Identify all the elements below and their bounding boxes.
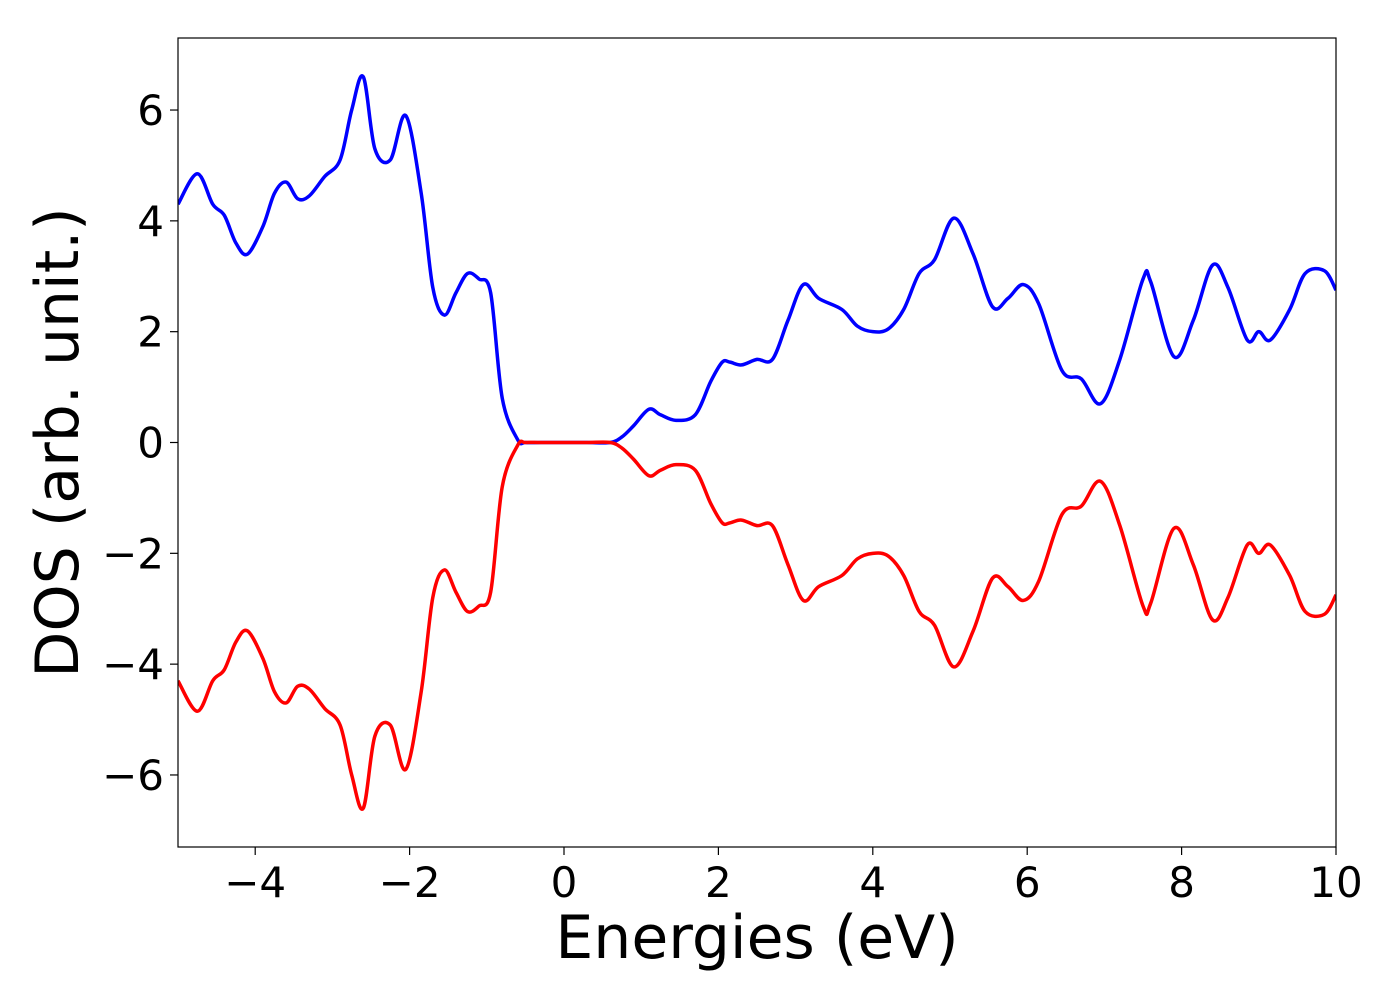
y-tick-label: 2 (137, 308, 164, 357)
x-tick-label: 10 (1309, 858, 1362, 907)
series-layer (178, 74, 1336, 811)
series-line-positive (178, 74, 1336, 446)
y-tick-label: −2 (102, 529, 164, 578)
y-tick-label: 0 (137, 419, 164, 468)
x-tick-label: 4 (859, 858, 886, 907)
y-tick-label: −6 (102, 751, 164, 800)
y-tick-label: 6 (137, 86, 164, 135)
x-tick-label: 8 (1168, 858, 1195, 907)
plot-frame (177, 37, 1337, 848)
x-axis-label: Energies (eV) (555, 903, 958, 973)
y-ticks: −6 −4 −2 0 2 4 6 (102, 86, 178, 800)
y-tick-label: −4 (102, 640, 164, 689)
x-tick-label: −4 (224, 858, 286, 907)
x-tick-label: −2 (379, 858, 441, 907)
series-line-negative (178, 439, 1336, 811)
x-tick-label: 2 (705, 858, 732, 907)
x-tick-label: 6 (1014, 858, 1041, 907)
x-ticks: −4 −2 0 2 4 6 8 10 (224, 847, 1363, 907)
x-tick-label: 0 (551, 858, 578, 907)
y-tick-label: 4 (137, 197, 164, 246)
y-axis-label: DOS (arb. unit.) (23, 207, 93, 677)
